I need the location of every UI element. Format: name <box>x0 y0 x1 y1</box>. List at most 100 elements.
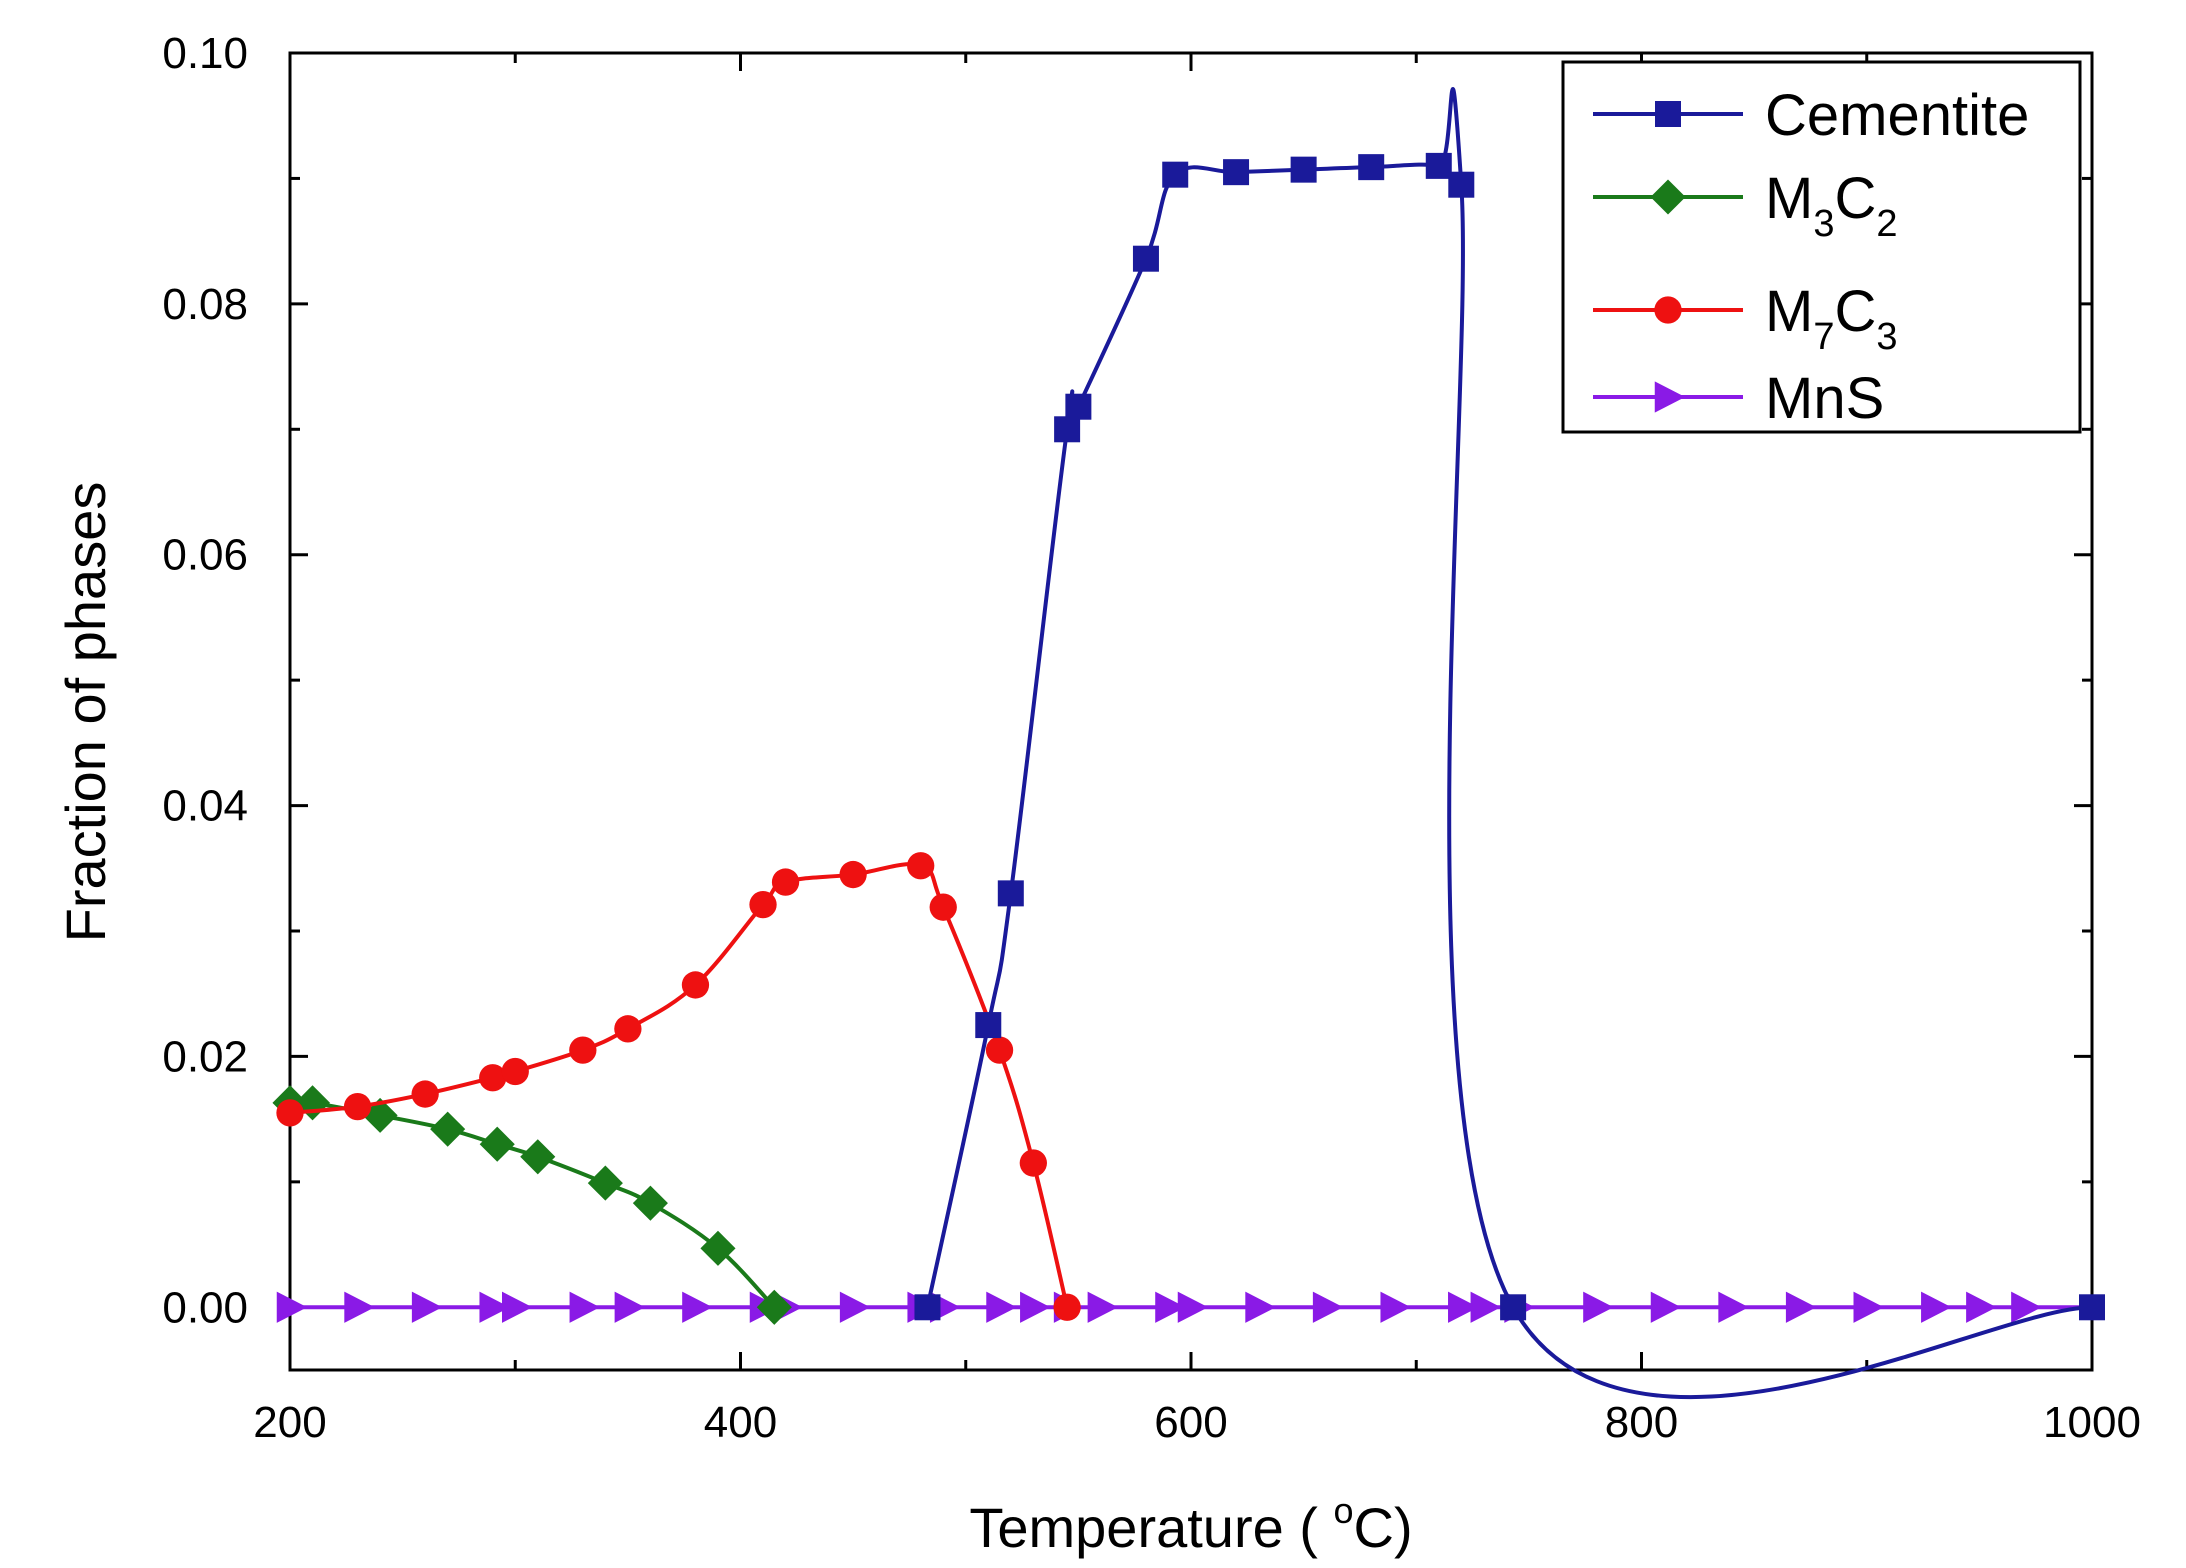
legend-item-m7c3: M7C3 <box>1593 279 1898 358</box>
data-point <box>411 1291 443 1323</box>
data-point <box>929 893 957 921</box>
data-point <box>276 1291 308 1323</box>
legend: Cementite M3C2 M7C3 MnS <box>1561 60 2082 434</box>
data-point <box>569 1291 600 1323</box>
x-axis-title-unit: C) <box>1354 1496 1413 1559</box>
x-tick-label: 1000 <box>2043 1398 2141 1447</box>
data-point <box>1312 1291 1344 1323</box>
legend-item-m3c2: M3C2 <box>1593 166 1898 245</box>
data-point <box>1470 1291 1501 1323</box>
legend-label: M3C2 <box>1765 166 1898 245</box>
data-point <box>1650 1291 1682 1323</box>
data-point <box>771 868 800 896</box>
data-point <box>975 1012 1002 1039</box>
data-point <box>1500 1294 1527 1321</box>
series-line <box>289 862 1070 1308</box>
legend-swatch-marker <box>1650 179 1686 215</box>
y-tick-label: 0.06 <box>162 531 248 580</box>
data-point <box>520 1139 556 1175</box>
data-point <box>1065 393 1092 420</box>
x-tick-label: 600 <box>1154 1398 1227 1447</box>
legend-swatch-marker <box>1655 101 1681 127</box>
data-point <box>1425 152 1452 179</box>
data-point <box>2079 1294 2105 1321</box>
data-point <box>1162 161 1189 188</box>
y-axis-title: Fraction of phases <box>54 482 117 943</box>
data-point <box>1132 245 1159 272</box>
data-point <box>756 1289 792 1325</box>
data-point <box>749 891 777 919</box>
data-point <box>1223 159 1250 186</box>
data-point <box>1290 156 1317 183</box>
data-point <box>682 1291 713 1323</box>
data-point <box>479 1126 515 1162</box>
legend-box <box>1561 60 2082 434</box>
data-point <box>614 1291 646 1323</box>
data-point <box>343 1092 372 1121</box>
x-axis-title-text: Temperature ( <box>969 1496 1333 1559</box>
data-point <box>1853 1291 1884 1323</box>
data-point <box>1380 1291 1411 1323</box>
data-point <box>1020 1291 1051 1323</box>
series-m3c2 <box>272 1085 792 1325</box>
data-point <box>1966 1291 1997 1323</box>
x-tick-label: 200 <box>253 1398 326 1447</box>
data-point <box>839 1291 871 1323</box>
data-point <box>1245 1291 1276 1323</box>
series-layer <box>272 87 2105 1400</box>
legend-swatch-marker <box>1654 381 1686 413</box>
legend-label: MnS <box>1765 366 1884 431</box>
data-point <box>1718 1291 1749 1323</box>
y-tick-label: 0.00 <box>162 1283 248 1332</box>
data-point <box>1448 171 1475 198</box>
data-point <box>1583 1291 1614 1323</box>
data-point <box>681 971 710 999</box>
x-tick-label: 800 <box>1605 1398 1678 1447</box>
data-point <box>411 1080 439 1108</box>
x-axis-title: Temperature ( oC) <box>969 1490 1412 1559</box>
y-tick-label: 0.08 <box>162 280 248 329</box>
data-point <box>997 880 1024 907</box>
data-point <box>479 1064 507 1092</box>
data-point <box>501 1291 533 1323</box>
data-point <box>276 1099 304 1127</box>
legend-swatch-marker <box>1654 296 1682 324</box>
data-point <box>362 1097 398 1133</box>
series-mns <box>276 1291 2092 1323</box>
x-tick-label: 400 <box>704 1398 777 1447</box>
data-point <box>907 852 935 880</box>
legend-label: Cementite <box>1765 83 2029 148</box>
series-m7c3 <box>276 852 1081 1321</box>
series-cementite <box>914 87 2105 1400</box>
legend-label: M7C3 <box>1765 279 1898 358</box>
data-point <box>986 1291 1017 1323</box>
data-point <box>1177 1291 1209 1323</box>
data-point <box>1087 1291 1119 1323</box>
data-point <box>614 1015 642 1043</box>
data-point <box>985 1036 1014 1064</box>
data-point <box>1785 1291 1817 1323</box>
data-point <box>344 1291 375 1323</box>
data-point <box>587 1165 623 1201</box>
legend-item-mns: MnS <box>1593 366 1884 431</box>
data-point <box>569 1036 597 1064</box>
data-point <box>1019 1149 1047 1177</box>
data-point <box>430 1111 466 1147</box>
data-point <box>632 1185 668 1221</box>
data-point <box>1921 1291 1952 1323</box>
y-tick-label: 0.04 <box>162 782 248 831</box>
data-point <box>1358 154 1385 181</box>
y-tick-label: 0.10 <box>162 29 248 78</box>
data-point <box>914 1294 941 1321</box>
data-point <box>1448 1291 1479 1323</box>
data-point <box>1054 416 1081 443</box>
legend-item-cementite: Cementite <box>1593 83 2029 148</box>
data-point <box>479 1291 510 1323</box>
data-point <box>501 1057 529 1086</box>
data-point <box>2011 1291 2042 1323</box>
axis-ticks: 200 400 600 800 1000 0.00 0.02 0.04 0.06 0.08 0.10 <box>162 29 2141 1447</box>
data-point <box>1155 1291 1186 1323</box>
series-line <box>289 1099 776 1309</box>
data-point <box>839 860 867 889</box>
